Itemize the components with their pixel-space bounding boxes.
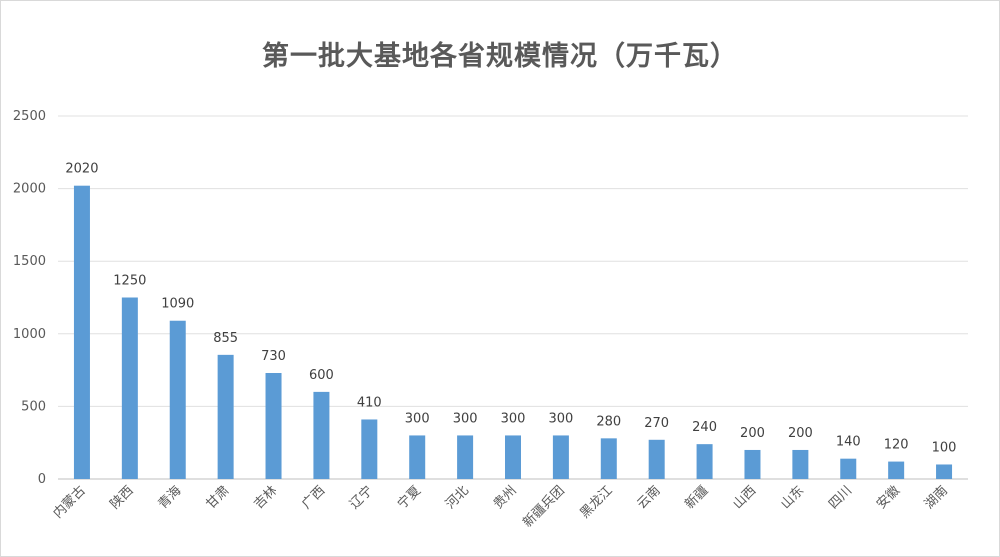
bar	[936, 464, 953, 479]
data-label: 410	[357, 395, 382, 410]
data-label: 280	[596, 414, 621, 429]
bar	[409, 435, 426, 479]
data-label: 200	[788, 426, 813, 441]
data-label: 100	[932, 440, 957, 455]
bar	[217, 354, 234, 479]
bar	[361, 419, 378, 479]
data-label: 730	[261, 349, 286, 364]
bar	[744, 449, 761, 479]
data-label: 270	[644, 416, 669, 431]
bar	[552, 435, 569, 479]
data-label: 300	[453, 411, 478, 426]
category-label: 宁夏	[394, 483, 424, 513]
bar	[840, 458, 857, 479]
category-label: 山东	[778, 483, 807, 512]
bar	[73, 185, 90, 480]
bar	[648, 439, 665, 479]
category-label: 湖南	[921, 483, 951, 513]
bar	[505, 435, 521, 479]
data-label: 200	[740, 426, 765, 441]
y-tick-label: 2000	[13, 182, 46, 197]
category-label: 黑龙江	[577, 483, 615, 521]
bar	[600, 438, 617, 479]
data-label: 300	[548, 411, 573, 426]
category-label: 陕西	[108, 483, 137, 512]
data-label: 2020	[65, 162, 98, 177]
bar	[169, 320, 186, 479]
category-label: 辽宁	[346, 483, 376, 513]
category-label: 新疆兵团	[520, 483, 568, 531]
category-label: 吉林	[251, 483, 280, 512]
bar	[696, 444, 713, 479]
data-label: 120	[884, 438, 909, 453]
category-label: 广西	[299, 483, 328, 512]
category-label: 云南	[634, 483, 664, 513]
bar	[121, 297, 138, 479]
category-label: 青海	[156, 483, 185, 512]
y-tick-label: 2500	[13, 109, 46, 124]
data-label: 600	[309, 368, 334, 383]
bar	[457, 435, 474, 479]
category-label: 山西	[730, 483, 759, 512]
y-tick-label: 0	[38, 472, 46, 487]
bar	[265, 373, 282, 479]
bar	[888, 461, 905, 479]
data-label: 140	[836, 435, 861, 450]
category-label: 内蒙古	[50, 483, 89, 522]
bar	[313, 391, 330, 479]
y-tick-label: 1000	[13, 327, 46, 342]
category-label: 新疆	[682, 483, 712, 513]
category-label: 安徽	[874, 483, 903, 512]
category-label: 河北	[443, 483, 472, 512]
y-tick-label: 1500	[13, 254, 46, 269]
chart-title: 第一批大基地各省规模情况（万千瓦）	[262, 41, 738, 72]
data-label: 1090	[161, 297, 194, 312]
data-label: 300	[405, 411, 430, 426]
data-label: 855	[213, 331, 238, 346]
data-label: 300	[501, 411, 526, 426]
category-label: 四川	[826, 483, 855, 512]
data-label: 240	[692, 420, 717, 435]
category-label: 贵州	[491, 483, 520, 512]
bar	[792, 449, 809, 479]
category-label: 甘肃	[203, 483, 232, 512]
y-tick-label: 500	[21, 399, 46, 414]
data-label: 1250	[113, 274, 146, 289]
